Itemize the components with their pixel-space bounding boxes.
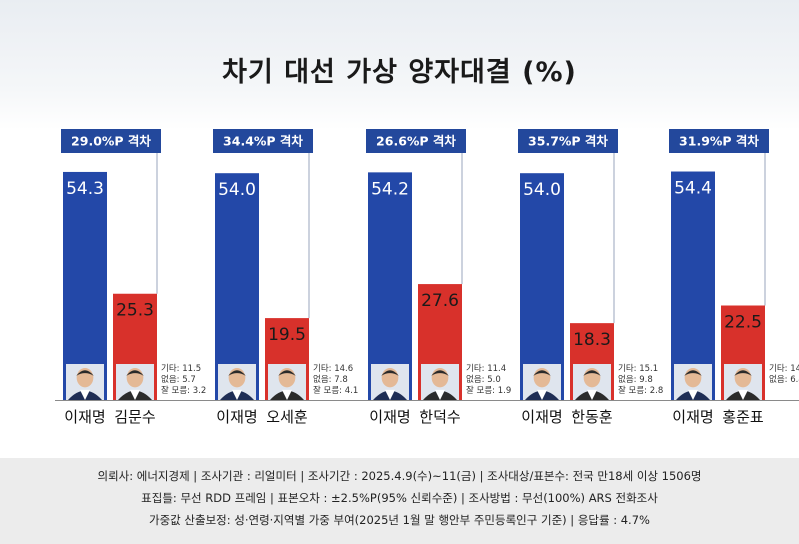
- data-label: 54.4: [674, 179, 712, 199]
- candidate-photo: [116, 364, 154, 400]
- category-label: 이재명: [369, 408, 410, 426]
- footer-line-2: 표집틀: 무선 RDD 프레임 | 표본오차 : ±2.5%P(95% 신뢰수준…: [141, 491, 658, 505]
- category-label: 이재명: [672, 408, 713, 426]
- other-response-label: 잘 모름: 3.2: [161, 385, 206, 396]
- other-response-label: 기타: 15.1: [618, 364, 658, 374]
- data-label: 25.3: [116, 301, 154, 321]
- footer-line-1: 의뢰사: 에너지경제 | 조사기관 : 리얼미터 | 조사기간 : 2025.4…: [97, 469, 702, 483]
- category-label: 김문수: [114, 408, 155, 426]
- chart-title: 차기 대선 가상 양자대결 (%): [222, 57, 577, 88]
- other-response-label: 없음: 5.7: [161, 375, 196, 385]
- category-label: 이재명: [64, 408, 105, 426]
- data-label: 54.2: [371, 179, 409, 199]
- gap-label-box: [213, 129, 313, 153]
- data-label: 54.0: [218, 180, 256, 200]
- candidate-photo: [421, 364, 459, 400]
- other-response-label: 잘 모름: 4.1: [313, 385, 358, 396]
- other-response-label: 없음: 7.8: [313, 375, 348, 385]
- data-label: 27.6: [421, 291, 459, 311]
- other-response-label: 잘 모름: 1.9: [466, 385, 511, 396]
- gap-label: 31.9%P 격차: [679, 134, 759, 149]
- bar: [368, 172, 412, 400]
- gap-label-box: [518, 129, 618, 153]
- bar: [63, 171, 107, 400]
- gap-label: 34.4%P 격차: [223, 134, 303, 149]
- other-response-label: 기타: 11.4: [466, 364, 506, 374]
- candidate-photo: [523, 364, 561, 400]
- candidate-photo: [371, 364, 409, 400]
- other-response-label: 기타: 11.5: [161, 364, 201, 374]
- other-response-label: 기타: 14.6: [313, 364, 353, 374]
- candidate-photo: [674, 364, 712, 400]
- candidate-photo: [268, 364, 306, 400]
- data-label: 19.5: [268, 325, 306, 345]
- candidate-photo: [66, 364, 104, 400]
- bar: [215, 173, 259, 400]
- category-label: 이재명: [216, 408, 257, 426]
- category-label: 한덕수: [419, 408, 460, 426]
- other-response-label: 없음: 6.4: [769, 375, 799, 385]
- candidate-photo: [218, 364, 256, 400]
- other-response-label: 잘 모름: 2.8: [618, 385, 663, 396]
- gap-label: 35.7%P 격차: [528, 134, 608, 149]
- gap-label-box: [61, 129, 161, 153]
- data-label: 54.3: [66, 179, 104, 199]
- data-label: 22.5: [724, 313, 762, 333]
- candidate-photo: [724, 364, 762, 400]
- other-response-label: 없음: 9.8: [618, 375, 653, 385]
- bar: [671, 171, 715, 400]
- gap-label: 29.0%P 격차: [71, 134, 151, 149]
- category-label: 오세훈: [266, 408, 307, 426]
- bar-chart: 29.0%P 격차 54.3 25.3 기타: 11.5없음: 5.7잘 모름: 3.…: [55, 129, 799, 426]
- survey-footer: 의뢰사: 에너지경제 | 조사기관 : 리얼미터 | 조사기간 : 2025.4…: [0, 458, 799, 544]
- category-label: 한동훈: [571, 408, 612, 426]
- gap-label-box: [669, 129, 769, 153]
- data-label: 54.0: [523, 180, 561, 200]
- candidate-photo: [573, 364, 611, 400]
- other-response-label: 기타: 14: [769, 364, 799, 374]
- category-label: 이재명: [521, 408, 562, 426]
- footer-line-3: 가중값 산출보정: 성·연령·지역별 가중 부여(2025년 1월 말 행안부 …: [149, 513, 650, 527]
- other-response-label: 없음: 5.0: [466, 375, 501, 385]
- bar: [520, 173, 564, 400]
- category-label: 홍준표: [722, 408, 764, 426]
- gap-label-box: [366, 129, 466, 153]
- gap-label: 26.6%P 격차: [376, 134, 456, 149]
- data-label: 18.3: [573, 330, 611, 350]
